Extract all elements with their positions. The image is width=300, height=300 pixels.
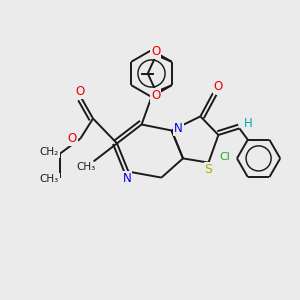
Text: O: O: [151, 89, 160, 102]
Text: S: S: [205, 163, 212, 176]
Text: N: N: [122, 172, 131, 185]
Text: H: H: [244, 116, 253, 130]
Text: N: N: [174, 122, 183, 135]
Text: O: O: [151, 45, 160, 58]
Text: Cl: Cl: [219, 152, 230, 162]
Text: CH₃: CH₃: [76, 162, 96, 172]
Text: O: O: [214, 80, 223, 94]
Text: O: O: [68, 132, 76, 145]
Text: O: O: [76, 85, 85, 98]
Text: CH₃: CH₃: [40, 174, 59, 184]
Text: CH₂: CH₂: [40, 147, 59, 157]
